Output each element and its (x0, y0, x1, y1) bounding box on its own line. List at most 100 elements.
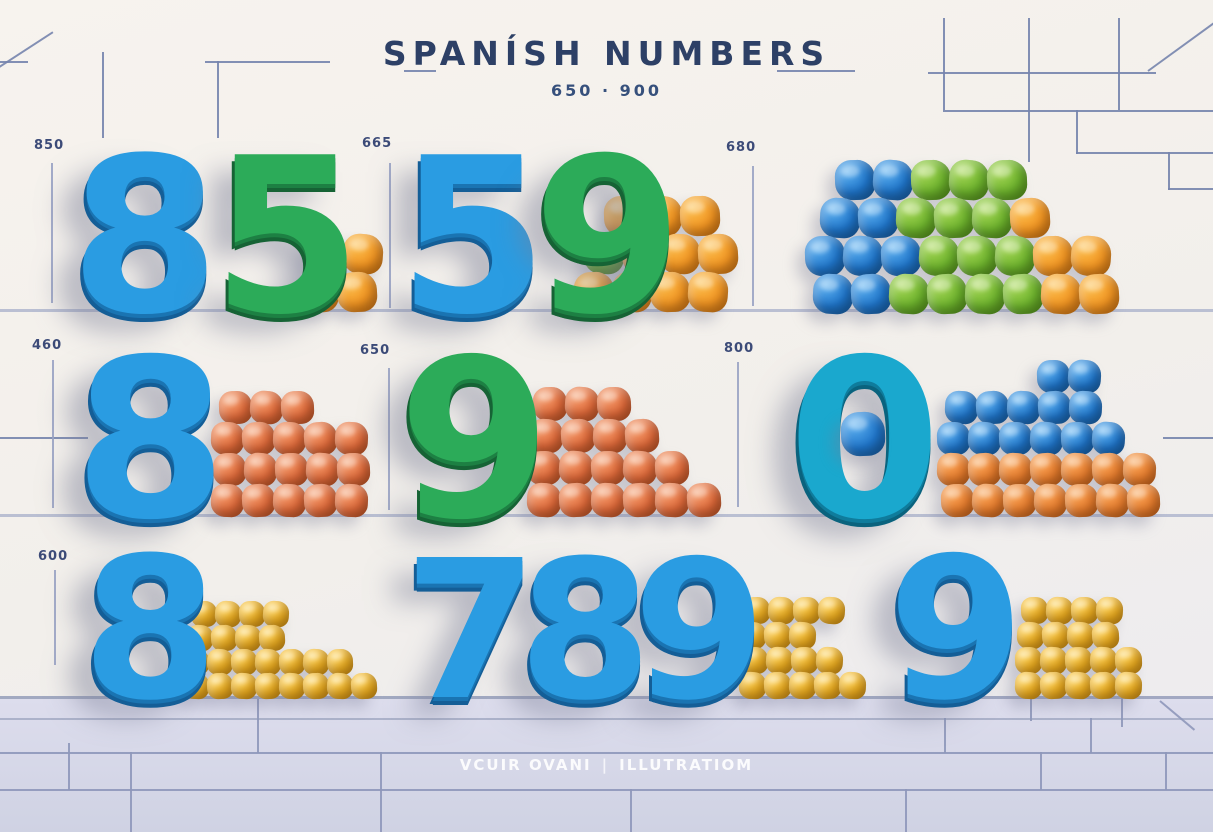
candy-block (947, 158, 991, 202)
candy-block (558, 482, 594, 518)
candy-block (1036, 359, 1071, 394)
candy-block (272, 483, 307, 518)
candy-block (334, 483, 369, 518)
candy-block (936, 452, 971, 487)
tick-line (389, 163, 391, 308)
candy-block (871, 158, 915, 202)
candy-block (1008, 196, 1052, 240)
candy-block (940, 483, 975, 518)
candy-block (654, 482, 690, 518)
floor-line (630, 789, 632, 832)
candy-cluster-row2-coral-wall-mid (526, 385, 722, 518)
candy-row (806, 272, 1121, 316)
candy-block (696, 232, 740, 276)
candy-block (1090, 420, 1127, 457)
grid-line (1168, 188, 1213, 190)
candy-block (910, 159, 952, 201)
candy-block (967, 452, 1002, 487)
grid-line (1118, 18, 1120, 110)
floor-line (1121, 697, 1123, 727)
candy-block (230, 648, 258, 676)
candy-block (303, 483, 338, 518)
candy-block (248, 389, 285, 426)
candy-block (654, 450, 690, 486)
candy-block (767, 596, 796, 625)
candy-block (592, 418, 628, 454)
candy-block (278, 648, 306, 676)
floor-line (1030, 697, 1032, 721)
candy-block (986, 159, 1028, 201)
candy-block (1094, 482, 1131, 519)
candy-row (936, 452, 1157, 487)
candy-row (740, 646, 844, 675)
candy-block (557, 449, 595, 487)
candy-row (526, 482, 722, 518)
tick-line (51, 163, 53, 303)
footer-credit-right: ILLUTRATIOM (619, 756, 754, 774)
candy-block (788, 621, 817, 650)
candy-block (956, 235, 998, 277)
candy-block (998, 421, 1033, 456)
candy-block (1060, 421, 1095, 456)
candy-block (258, 624, 286, 652)
grid-line (1076, 152, 1213, 154)
floor-line (905, 789, 907, 832)
candy-block (1006, 390, 1041, 425)
grid-line (0, 437, 88, 439)
grid-line (777, 70, 855, 72)
candy-block (1064, 646, 1093, 675)
candy-block (993, 234, 1037, 278)
candy-block (590, 482, 626, 518)
candy-block (1077, 272, 1121, 316)
candy-block (790, 646, 819, 675)
footer-credit-left: VCUIR OVANI (459, 756, 592, 774)
candy-block (792, 596, 821, 625)
candy-block (242, 451, 279, 488)
candy-block (1060, 452, 1095, 487)
candy-cluster-row2-pyramid (936, 358, 1161, 519)
candy-block (1068, 390, 1103, 425)
candy-block (817, 596, 846, 625)
floor-line (380, 752, 382, 832)
candy-block (686, 482, 722, 518)
candy-row (806, 158, 1028, 202)
candy-block (234, 624, 262, 652)
candy-block (254, 648, 282, 676)
candy-block (254, 672, 282, 700)
candy-block (963, 272, 1007, 316)
candy-block (621, 449, 659, 487)
floor-line (130, 752, 132, 832)
candy-row (212, 451, 371, 488)
candy-block (1122, 452, 1157, 487)
candy-block (1029, 452, 1064, 487)
candy-row (1014, 671, 1143, 700)
candy-block (1095, 596, 1124, 625)
candy-block (272, 421, 307, 456)
candy-row (738, 621, 817, 650)
candy-block (624, 418, 660, 454)
grid-line (943, 110, 1213, 112)
candy-block (304, 451, 341, 488)
candy-block (811, 272, 855, 316)
floor-line (1040, 752, 1042, 790)
candy-row (526, 449, 690, 487)
candy-cluster-row2-coral-wall-left (210, 389, 371, 518)
candy-block (1037, 390, 1072, 425)
grid-line (102, 52, 104, 138)
candy-block (1002, 483, 1037, 518)
candy-row (210, 483, 369, 518)
candy-block (590, 450, 626, 486)
candy-block (856, 196, 900, 240)
floor-line (257, 699, 259, 753)
candy-block (804, 235, 846, 277)
candy-block (998, 452, 1033, 487)
number-8: 8 (82, 516, 219, 745)
tick-line (388, 368, 390, 510)
shelf-line (0, 696, 1213, 699)
candy-block (238, 600, 266, 628)
tick-line (737, 362, 739, 507)
candy-block (1069, 234, 1113, 278)
candy-block (350, 672, 378, 700)
candy-block (241, 483, 276, 518)
